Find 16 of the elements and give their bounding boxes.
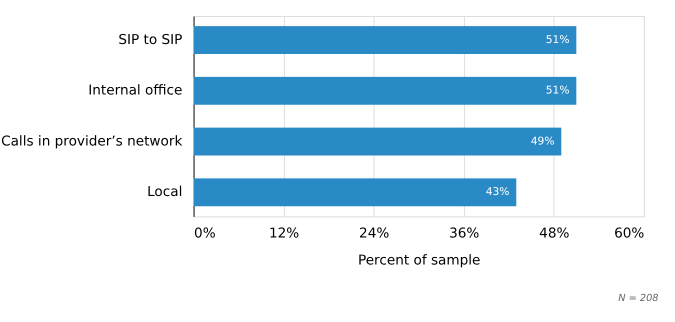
x-tick-label: 60% [614, 225, 644, 242]
x-tick-label: 0% [194, 225, 216, 242]
data-label: 51% [546, 84, 570, 97]
x-tick-label: 36% [449, 225, 480, 242]
text: N = 208 [618, 292, 658, 304]
x-tick-label: 24% [359, 225, 390, 242]
data-label: 49% [530, 134, 555, 148]
y-tick-label: Calls in provider’s network [1, 133, 182, 150]
y-tick-label: SIP to SIP [118, 32, 182, 48]
x-tick-label: 48% [539, 225, 570, 242]
x-tick-label: 12% [268, 225, 300, 242]
data-label: 43% [486, 185, 510, 198]
x-axis-title: Percent of sample [358, 252, 480, 269]
y-tick-label: Internal office [88, 82, 182, 99]
data-label: 51% [546, 33, 570, 46]
y-tick-label: Local [147, 184, 182, 200]
